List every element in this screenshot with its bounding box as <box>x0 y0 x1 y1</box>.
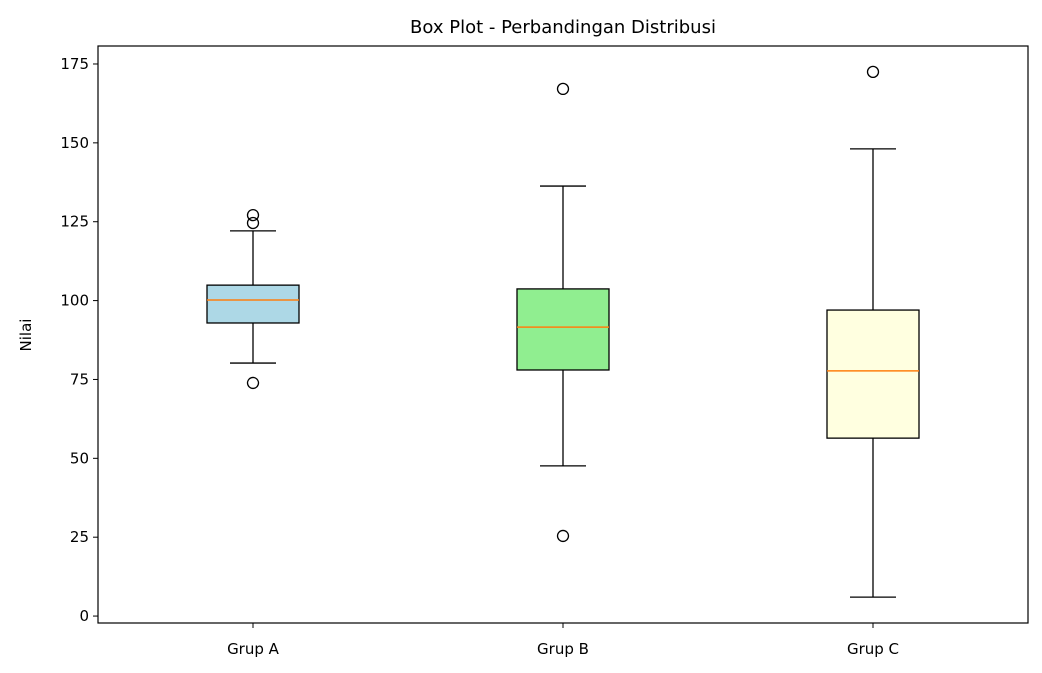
x-tick-label: Grup C <box>847 640 899 658</box>
y-tick-label: 75 <box>70 370 89 388</box>
outlier-point <box>556 82 570 96</box>
outlier-point <box>246 208 260 222</box>
outlier-point <box>556 529 570 543</box>
box <box>206 284 300 324</box>
y-tick-label: 50 <box>70 449 89 467</box>
x-tick-label: Grup A <box>227 640 280 658</box>
chart-title: Box Plot - Perbandingan Distribusi <box>410 17 716 38</box>
outlier-point <box>246 216 260 230</box>
y-tick-label: 0 <box>79 607 89 625</box>
box <box>826 309 920 439</box>
outlier-point <box>246 376 260 390</box>
plot-frame <box>97 45 1029 624</box>
y-tick-label: 125 <box>60 213 89 231</box>
y-tick-label: 175 <box>60 55 89 73</box>
x-tick-label: Grup B <box>537 640 589 658</box>
y-tick-label: 150 <box>60 134 89 152</box>
y-axis-label: Nilai <box>17 319 35 352</box>
y-tick-label: 25 <box>70 528 89 546</box>
box <box>516 288 610 371</box>
outlier-point <box>866 65 880 79</box>
y-tick-label: 100 <box>60 292 89 310</box>
